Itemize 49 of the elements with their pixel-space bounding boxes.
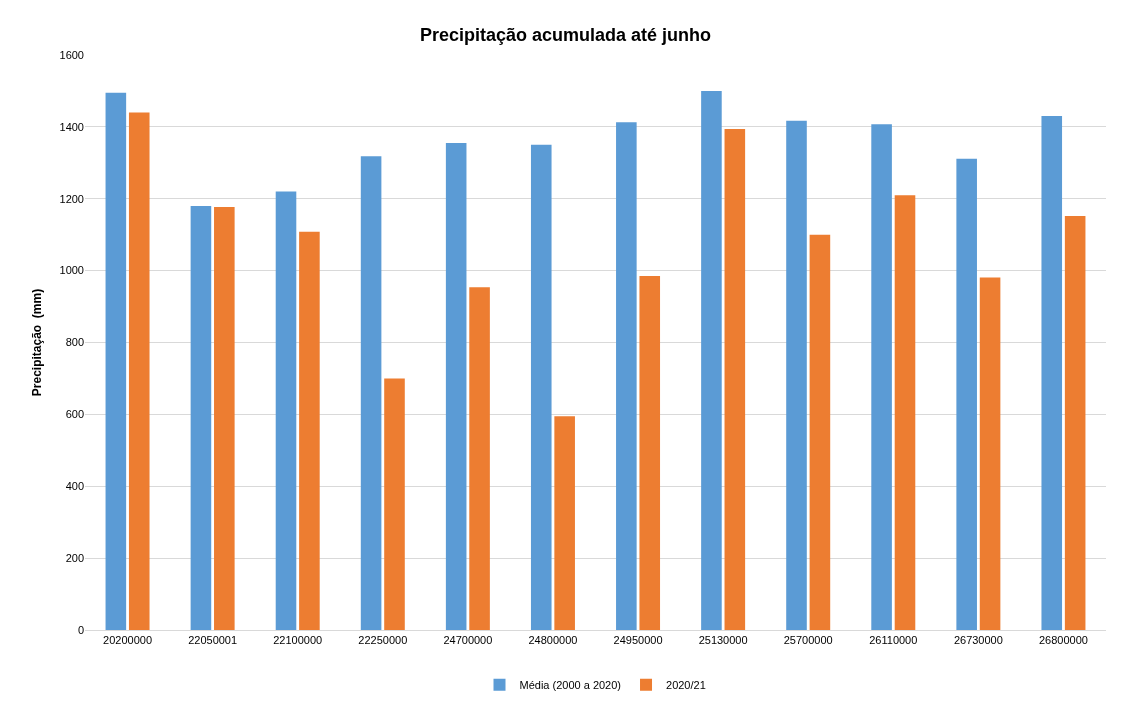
bar — [1064, 216, 1086, 630]
x-tick-label: 26800000 — [1038, 634, 1088, 647]
x-tick-label: 26730000 — [953, 634, 1003, 647]
bar — [894, 195, 916, 630]
x-tick-label: 22100000 — [273, 634, 323, 647]
bar — [530, 144, 552, 630]
x-tick-label: 26110000 — [869, 634, 918, 647]
x-tick-label: 25700000 — [783, 634, 833, 647]
bar — [554, 416, 575, 630]
bar — [299, 231, 320, 630]
bar — [809, 234, 831, 630]
bar — [616, 122, 637, 630]
bar — [445, 143, 467, 630]
y-tick-label: 1000 — [59, 264, 84, 277]
bar — [979, 277, 1001, 630]
x-tick-label: 20200000 — [103, 634, 153, 647]
bar — [360, 156, 382, 630]
legend-label: 2020/21 — [666, 679, 706, 692]
bar — [105, 92, 127, 630]
x-tick-label: 24700000 — [443, 634, 493, 647]
chart-title: Precipitação acumulada até junho — [419, 25, 712, 46]
y-tick-label: 1600 — [59, 48, 84, 61]
y-tick-label: 1400 — [59, 120, 84, 133]
bar — [275, 191, 297, 630]
bar — [469, 287, 490, 630]
x-tick-label: 24800000 — [528, 634, 578, 647]
legend-label: Média (2000 a 2020) — [519, 679, 622, 692]
bar — [214, 207, 235, 630]
x-tick-label: 22250000 — [358, 634, 408, 647]
y-tick-label: 800 — [65, 336, 84, 349]
bar — [384, 378, 405, 630]
x-tick-label: 24950000 — [613, 634, 663, 647]
bar — [956, 158, 977, 630]
bar — [871, 124, 892, 630]
bar — [1041, 116, 1063, 630]
y-axis-title: Precipitação (mm) — [29, 288, 44, 397]
y-tick-label: 200 — [65, 551, 84, 564]
y-tick-label: 600 — [65, 408, 84, 421]
bar — [701, 90, 722, 630]
x-tick-label: 22050001 — [188, 634, 238, 647]
bar — [128, 112, 150, 630]
x-tick-label: 25130000 — [698, 634, 748, 647]
bar — [190, 205, 212, 630]
bar — [639, 276, 661, 630]
y-tick-label: 0 — [77, 623, 84, 636]
bar — [724, 129, 746, 630]
bar — [786, 120, 807, 630]
y-tick-label: 1200 — [59, 192, 84, 205]
y-tick-label: 400 — [65, 480, 84, 493]
